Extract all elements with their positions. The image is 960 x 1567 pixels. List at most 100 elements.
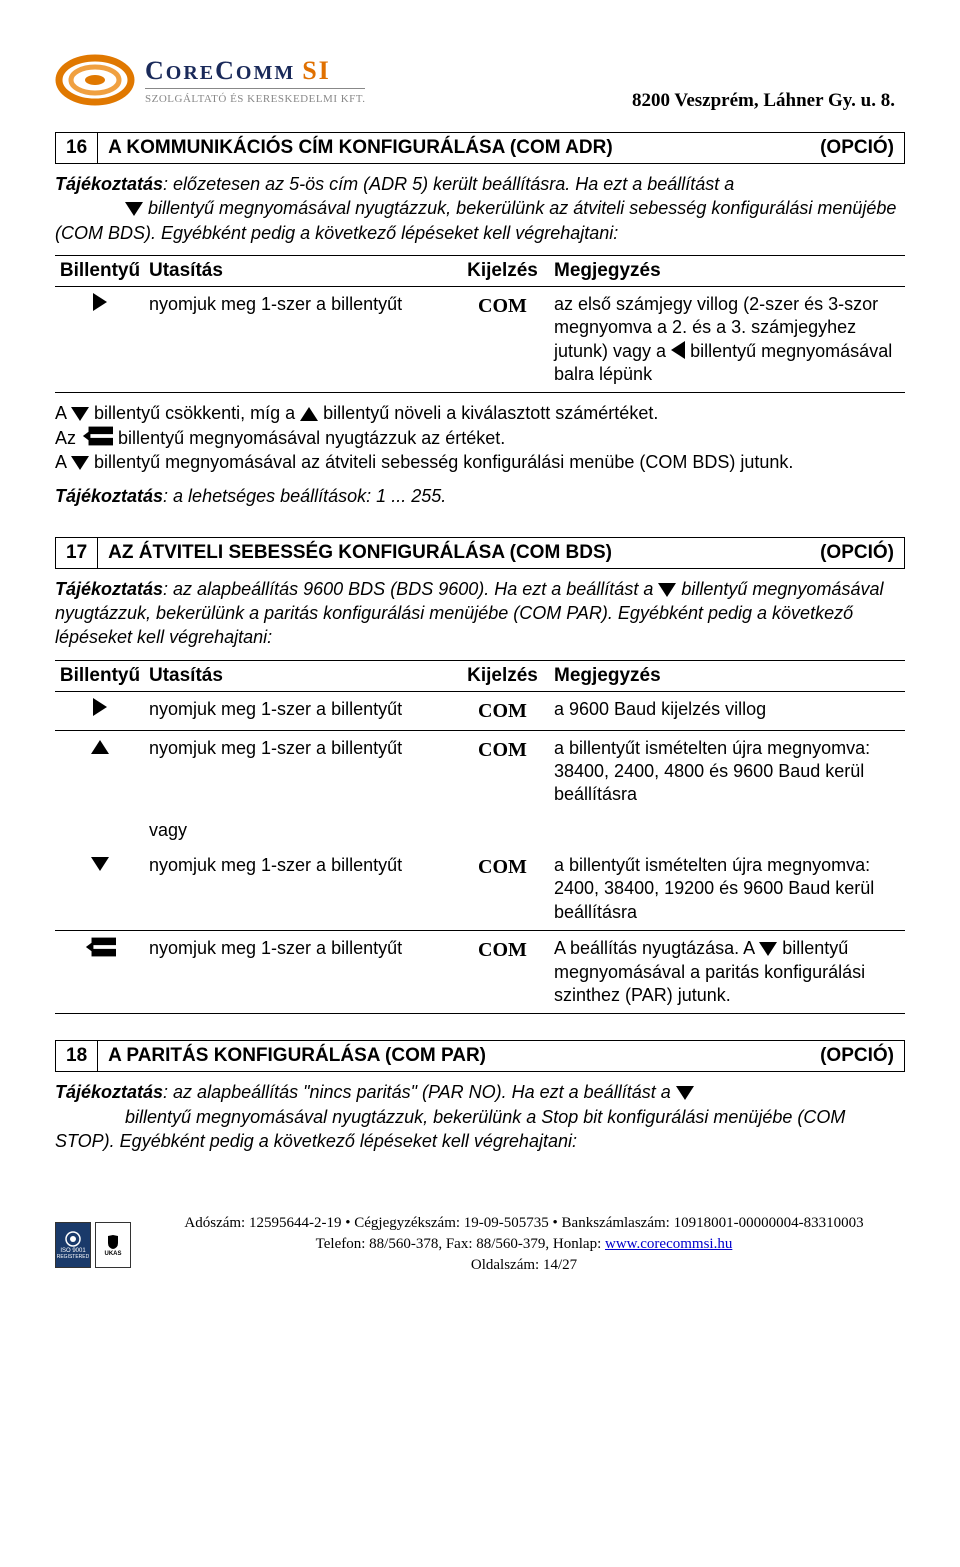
section-16-title: A KOMMUNIKÁCIÓS CÍM KONFIGURÁLÁSA (COM A… xyxy=(108,137,613,159)
ukas-text: UKAS xyxy=(104,1251,121,1257)
section-18-title: A PARITÁS KONFIGURÁLÁSA (COM PAR) xyxy=(108,1045,486,1067)
section-16-number: 16 xyxy=(56,133,98,163)
section-17-header: 17 AZ ÁTVITELI SEBESSÉG KONFIGURÁLÁSA (C… xyxy=(55,537,905,569)
table-row: nyomjuk meg 1-szer a billentyűt COM az e… xyxy=(55,286,905,393)
logo-swirl-icon xyxy=(55,50,135,110)
enter-icon xyxy=(81,426,113,446)
section-16-after: A billentyű csökkenti, míg a billentyű n… xyxy=(55,401,905,474)
info-post: billentyű megnyomásával nyugtázzuk, beke… xyxy=(55,1107,845,1151)
logo-ore: ORE xyxy=(166,62,215,84)
logo-c1: C xyxy=(145,56,166,85)
section-18-header: 18 A PARITÁS KONFIGURÁLÁSA (COM PAR) (OP… xyxy=(55,1040,905,1072)
iso-text-bot: REGISTERED xyxy=(57,1254,90,1260)
section-16-info: Tájékoztatás: előzetesen az 5-ös cím (AD… xyxy=(55,172,905,245)
row1-note-a: az első számjegy villog (2-szer és 3-szo… xyxy=(554,294,878,337)
logo-subtitle: SZOLGÁLTATÓ ÉS KERESKEDELMI KFT. xyxy=(145,93,365,105)
certification-badges: ISO 9001 REGISTERED UKAS xyxy=(55,1222,131,1268)
down-triangle-icon xyxy=(658,583,676,597)
after-g: billentyű megnyomásával az átviteli sebe… xyxy=(94,452,793,472)
logo-omm: OMM xyxy=(236,62,302,84)
page-header: CORECOMM SI SZOLGÁLTATÓ ÉS KERESKEDELMI … xyxy=(55,50,905,112)
down-triangle-icon xyxy=(71,456,89,470)
table-row: nyomjuk meg 1-szer a billentyűt COM A be… xyxy=(55,931,905,1014)
section-18-option: (OPCIÓ) xyxy=(820,1045,894,1067)
info-post-text: billentyű megnyomásával nyugtázzuk, beke… xyxy=(55,198,896,242)
section-17-title: AZ ÁTVITELI SEBESSÉG KONFIGURÁLÁSA (COM … xyxy=(108,542,612,564)
logo-si: SI xyxy=(302,56,331,85)
down-triangle-icon xyxy=(676,1086,694,1100)
logo-c2: C xyxy=(215,56,236,85)
th-key: Billentyű xyxy=(55,255,145,286)
down-triangle-icon xyxy=(759,942,777,956)
settings-label: Tájékoztatás xyxy=(55,486,163,506)
r2-disp: COM xyxy=(478,739,527,761)
section-16-header: 16 A KOMMUNIKÁCIÓS CÍM KONFIGURÁLÁSA (CO… xyxy=(55,132,905,164)
after-a: A xyxy=(55,403,66,423)
or-text: vagy xyxy=(145,813,455,848)
row1-note-b: jutunk) vagy a xyxy=(554,341,666,361)
info-label: Tájékoztatás xyxy=(55,579,163,599)
iso-badge: ISO 9001 REGISTERED xyxy=(55,1222,91,1268)
left-triangle-icon xyxy=(671,341,685,359)
section-17-table: Billentyű Utasítás Kijelzés Megjegyzés n… xyxy=(55,660,905,1015)
info-pre: : az alapbeállítás "nincs paritás" (PAR … xyxy=(163,1082,671,1102)
right-triangle-icon xyxy=(93,293,107,311)
table-row: nyomjuk meg 1-szer a billentyűt COM a bi… xyxy=(55,730,905,813)
after-b: billentyű csökkenti, míg a xyxy=(94,403,295,423)
after-e: billentyű megnyomásával nyugtázzuk az ér… xyxy=(118,428,505,448)
r4-disp: COM xyxy=(478,939,527,961)
settings-body: : a lehetséges beállítások: 1 ... 255. xyxy=(163,486,446,506)
r2-instr: nyomjuk meg 1-szer a billentyűt xyxy=(145,730,455,813)
r3-instr: nyomjuk meg 1-szer a billentyűt xyxy=(145,848,455,931)
r4-instr: nyomjuk meg 1-szer a billentyűt xyxy=(145,931,455,1014)
page-footer: ISO 9001 REGISTERED UKAS Adószám: 125956… xyxy=(55,1213,905,1276)
section-16-option: (OPCIÓ) xyxy=(820,137,894,159)
down-triangle-icon xyxy=(91,857,109,871)
th-key: Billentyű xyxy=(55,660,145,691)
table-row-or: vagy xyxy=(55,813,905,848)
table-row: nyomjuk meg 1-szer a billentyűt COM a bi… xyxy=(55,848,905,931)
r1-disp: COM xyxy=(478,700,527,722)
down-triangle-icon xyxy=(71,407,89,421)
th-disp: Kijelzés xyxy=(455,255,550,286)
section-16-settings: Tájékoztatás: a lehetséges beállítások: … xyxy=(55,484,905,508)
ukas-badge: UKAS xyxy=(95,1222,131,1268)
enter-icon xyxy=(84,937,116,957)
r2-note: a billentyűt ismételten újra megnyomva: … xyxy=(550,730,905,813)
footer-page-num: Oldalszám: 14/27 xyxy=(471,1257,577,1273)
after-c: billentyű növeli a kiválasztott számérté… xyxy=(323,403,658,423)
info-label: Tájékoztatás xyxy=(55,174,163,194)
company-address: 8200 Veszprém, Láhner Gy. u. 8. xyxy=(632,90,895,112)
up-triangle-icon xyxy=(91,740,109,754)
info-label: Tájékoztatás xyxy=(55,1082,163,1102)
r3-disp: COM xyxy=(478,856,527,878)
logo-main-text: CORECOMM SI xyxy=(145,56,365,86)
r4-note-a: A beállítás nyugtázása. A xyxy=(554,938,754,958)
footer-link[interactable]: www.corecommsi.hu xyxy=(605,1236,732,1252)
section-16-table: Billentyű Utasítás Kijelzés Megjegyzés n… xyxy=(55,255,905,394)
info-pre-text: : előzetesen az 5-ös cím (ADR 5) került … xyxy=(163,174,734,194)
r1-note: a 9600 Baud kijelzés villog xyxy=(550,691,905,730)
up-triangle-icon xyxy=(300,407,318,421)
after-d: Az xyxy=(55,428,76,448)
info-pre: : az alapbeállítás 9600 BDS (BDS 9600). … xyxy=(163,579,653,599)
right-triangle-icon xyxy=(93,698,107,716)
footer-phone: Telefon: 88/560-378, Fax: 88/560-379, Ho… xyxy=(316,1236,605,1252)
section-17-option: (OPCIÓ) xyxy=(820,542,894,564)
row1-disp: COM xyxy=(478,295,527,317)
footer-bank: Bankszámlaszám: 10918001-00000004-833100… xyxy=(558,1215,864,1231)
after-f: A xyxy=(55,452,66,472)
footer-tax: Adószám: 12595644-2-19 xyxy=(184,1215,345,1231)
section-18-number: 18 xyxy=(56,1041,98,1071)
logo-block: CORECOMM SI SZOLGÁLTATÓ ÉS KERESKEDELMI … xyxy=(55,50,365,110)
section-17-info: Tájékoztatás: az alapbeállítás 9600 BDS … xyxy=(55,577,905,650)
r1-instr: nyomjuk meg 1-szer a billentyűt xyxy=(145,691,455,730)
down-triangle-icon xyxy=(125,202,143,216)
footer-text: Adószám: 12595644-2-19 • Cégjegyzékszám:… xyxy=(143,1213,905,1276)
th-instr: Utasítás xyxy=(145,660,455,691)
row1-instr: nyomjuk meg 1-szer a billentyűt xyxy=(145,286,455,393)
table-row: nyomjuk meg 1-szer a billentyűt COM a 96… xyxy=(55,691,905,730)
section-17-number: 17 xyxy=(56,538,98,568)
th-note: Megjegyzés xyxy=(550,255,905,286)
th-disp: Kijelzés xyxy=(455,660,550,691)
